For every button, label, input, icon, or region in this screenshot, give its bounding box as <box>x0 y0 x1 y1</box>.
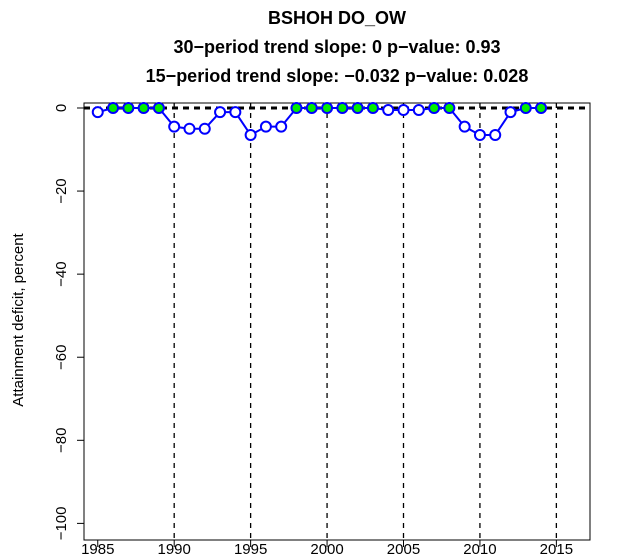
data-point <box>122 101 135 114</box>
data-point <box>382 104 395 117</box>
y-tick-label: −100 <box>53 506 70 540</box>
data-point <box>351 101 364 114</box>
y-tick-label: 0 <box>53 104 70 112</box>
x-tick-label: 2005 <box>387 541 420 558</box>
data-point <box>519 101 532 114</box>
y-axis-label: Attainment deficit, percent <box>10 232 27 406</box>
data-point <box>489 128 502 141</box>
data-point <box>504 106 517 119</box>
plot-frame <box>83 102 591 541</box>
chart-title: BSHOH DO_OW <box>268 8 406 28</box>
data-point <box>428 101 441 114</box>
data-point <box>321 101 334 114</box>
data-point <box>443 101 456 114</box>
y-tick-label: −20 <box>53 178 70 203</box>
data-point <box>107 101 120 114</box>
data-point <box>275 120 288 133</box>
data-point <box>259 120 272 133</box>
x-tick-label: 2000 <box>310 541 343 558</box>
data-point <box>535 101 548 114</box>
y-tick-label: −60 <box>53 344 70 369</box>
y-tick-label: −40 <box>53 261 70 286</box>
data-point <box>412 104 425 117</box>
data-point <box>336 101 349 114</box>
chart-subtitle: 30−period trend slope: 0 p−value: 0.93 <box>173 37 500 57</box>
data-point <box>198 122 211 135</box>
data-point <box>152 101 165 114</box>
chart-subtitle: 15−period trend slope: −0.032 p−value: 0… <box>146 66 529 86</box>
x-tick-label: 1990 <box>158 541 191 558</box>
data-point <box>473 128 486 141</box>
data-point <box>214 106 227 119</box>
data-point <box>137 101 150 114</box>
data-point <box>366 101 379 114</box>
x-tick-label: 1995 <box>234 541 267 558</box>
data-point <box>91 106 104 119</box>
data-point <box>229 106 242 119</box>
y-tick-label: −80 <box>53 428 70 453</box>
data-point <box>168 120 181 133</box>
data-line <box>97 106 542 137</box>
data-point <box>458 120 471 133</box>
data-point <box>305 101 318 114</box>
x-tick-label: 2010 <box>463 541 496 558</box>
x-tick-label: 1985 <box>81 541 114 558</box>
x-tick-label: 2015 <box>540 541 573 558</box>
data-point <box>183 122 196 135</box>
data-point <box>397 104 410 117</box>
data-point <box>244 128 257 141</box>
data-point <box>290 101 303 114</box>
